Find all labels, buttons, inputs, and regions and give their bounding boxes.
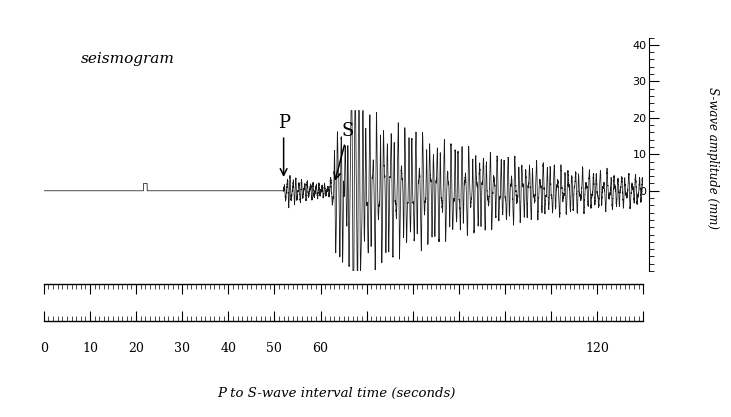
Text: 10: 10 [82,342,98,355]
Text: 60: 60 [313,342,328,355]
Text: 20: 20 [128,342,144,355]
Text: seismogram: seismogram [80,52,175,66]
Text: S-wave amplitude (mm): S-wave amplitude (mm) [706,88,719,229]
Text: 0: 0 [40,342,48,355]
Text: 120: 120 [586,342,609,355]
Text: P: P [278,114,289,175]
Text: P to S-wave interval time (seconds): P to S-wave interval time (seconds) [217,387,455,400]
Text: 50: 50 [267,342,282,355]
Text: 40: 40 [220,342,236,355]
Text: S: S [334,122,355,179]
Text: 30: 30 [174,342,190,355]
